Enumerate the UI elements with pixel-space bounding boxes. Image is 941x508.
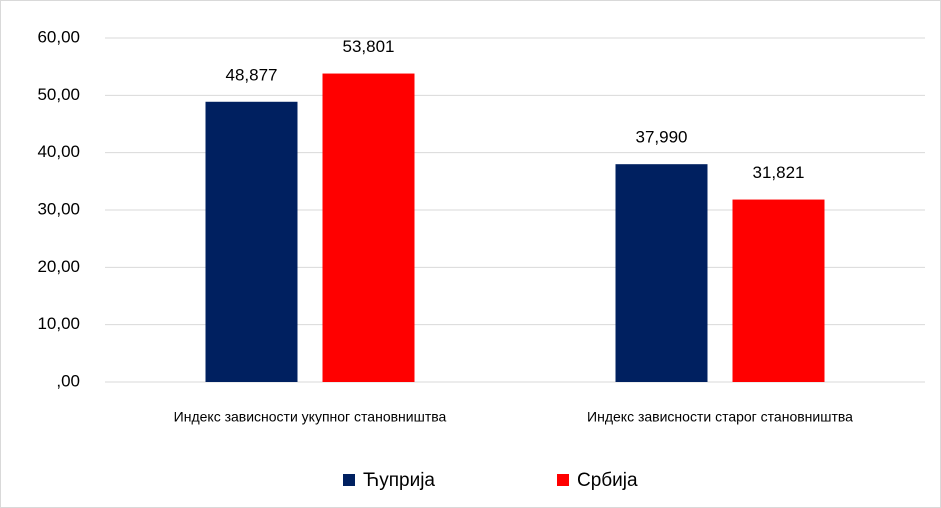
bar [322, 73, 415, 383]
y-tick-label: 50,00 [37, 85, 80, 104]
y-tick-label: 30,00 [37, 199, 80, 218]
value-label: 53,801 [343, 37, 395, 56]
x-tick-label: Индекс зависности старог становништва [587, 409, 853, 425]
bar [732, 199, 825, 382]
y-tick-label: 20,00 [37, 257, 80, 276]
value-label: 31,821 [753, 163, 805, 182]
legend-label: Ћуприја [363, 470, 435, 491]
x-tick-label: Индекс зависности укупног становништва [174, 409, 447, 425]
legend-swatch [343, 474, 355, 486]
value-label: 48,877 [226, 65, 278, 84]
value-label: 37,990 [636, 128, 688, 147]
legend-label: Србија [577, 470, 638, 491]
y-tick-label: 10,00 [37, 314, 80, 333]
bar [205, 101, 298, 383]
y-tick-label: 40,00 [37, 142, 80, 161]
bar [615, 164, 708, 382]
y-tick-label: 60,00 [37, 27, 80, 46]
legend-swatch [557, 474, 569, 486]
y-tick-label: ,00 [56, 371, 80, 390]
